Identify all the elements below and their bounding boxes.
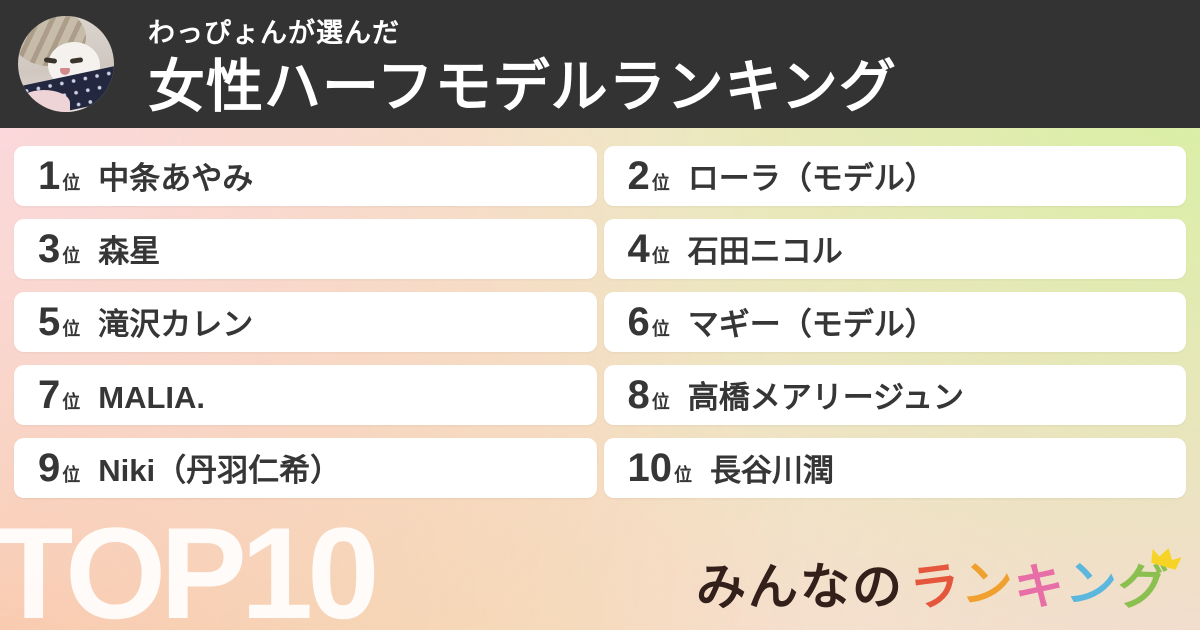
cat-blanket xyxy=(18,90,70,112)
ranking-item-8[interactable]: 8 位高橋メアリージュン xyxy=(603,365,1186,425)
ranking-item-6[interactable]: 6 位マギー（モデル） xyxy=(603,292,1186,352)
ranked-name: マギー（モデル） xyxy=(687,307,936,342)
rank-number: 2 xyxy=(627,154,650,198)
ranking-item-10[interactable]: 10 位長谷川潤 xyxy=(603,438,1186,498)
rank-suffix: 位 xyxy=(651,246,670,266)
ranked-name: 滝沢カレン xyxy=(98,307,254,342)
ranking-item-3[interactable]: 3 位森星 xyxy=(14,219,597,279)
rank-number: 7 xyxy=(38,373,61,417)
rank-number: 4 xyxy=(627,227,650,271)
rank-number: 5 xyxy=(38,300,61,344)
rank-suffix: 位 xyxy=(651,392,670,412)
logo-letter: の xyxy=(852,559,902,615)
logo-letter: ん xyxy=(748,559,798,615)
ranked-name: 高橋メアリージュン xyxy=(687,380,964,415)
rank-suffix: 位 xyxy=(651,319,670,339)
logo-letter: キ xyxy=(1012,557,1066,617)
logo-letter: ラ xyxy=(906,556,964,618)
rank-number: 8 xyxy=(627,373,650,417)
ranking-item-9[interactable]: 9 位 Niki（丹羽仁希） xyxy=(14,438,597,498)
ranking-author-subtitle: わっぴょんが選んだ xyxy=(148,17,400,48)
rank-number: 3 xyxy=(38,227,61,271)
brand-logo[interactable]: み ん な の ラ ン キ ン グ xyxy=(696,556,1169,618)
header-text: わっぴょんが選んだ 女性ハーフモデルランキング xyxy=(148,11,897,118)
ranked-name: 森星 xyxy=(98,234,161,269)
rank-suffix: 位 xyxy=(62,319,81,339)
crown-icon xyxy=(1149,543,1183,570)
ranked-name: 石田ニコル xyxy=(687,234,843,269)
logo-letter: ン xyxy=(1063,554,1119,616)
rank-suffix: 位 xyxy=(62,465,81,485)
page-title: 女性ハーフモデルランキング xyxy=(148,54,897,119)
ranked-name: Niki（丹羽仁希） xyxy=(98,453,342,488)
header-bar: わっぴょんが選んだ 女性ハーフモデルランキング xyxy=(0,0,1200,128)
logo-letter: な xyxy=(800,559,850,615)
cat-nose xyxy=(60,68,70,75)
top10-watermark: TOP10 xyxy=(0,500,379,630)
user-avatar[interactable] xyxy=(18,16,114,112)
rank-number: 1 xyxy=(38,154,61,198)
ranking-item-4[interactable]: 4 位石田ニコル xyxy=(603,219,1186,279)
ranking-item-2[interactable]: 2 位ローラ（モデル） xyxy=(603,146,1186,206)
ranking-item-1[interactable]: 1 位中条あやみ xyxy=(14,146,597,206)
rank-suffix: 位 xyxy=(651,173,670,193)
rank-number: 6 xyxy=(627,300,650,344)
rank-suffix: 位 xyxy=(62,246,81,266)
ranked-name: 長谷川潤 xyxy=(710,453,834,488)
ranking-grid: 1 位中条あやみ 2 位ローラ（モデル） 3 位森星 4 位石田ニコル 5 位滝沢カレン … xyxy=(14,146,1186,498)
rank-suffix: 位 xyxy=(62,173,81,193)
rank-number: 10 xyxy=(627,446,673,490)
ranked-name: MALIA. xyxy=(98,380,206,415)
logo-letter: グ xyxy=(1117,561,1169,616)
ranking-item-5[interactable]: 5 位滝沢カレン xyxy=(14,292,597,352)
ranked-name: 中条あやみ xyxy=(98,161,254,196)
rank-suffix: 位 xyxy=(674,465,692,485)
rank-suffix: 位 xyxy=(62,392,81,412)
ranking-item-7[interactable]: 7 位 MALIA. xyxy=(14,365,597,425)
ranked-name: ローラ（モデル） xyxy=(687,161,936,196)
logo-letter: ン xyxy=(959,554,1015,616)
rank-number: 9 xyxy=(38,446,61,490)
logo-letter: み xyxy=(696,559,746,615)
